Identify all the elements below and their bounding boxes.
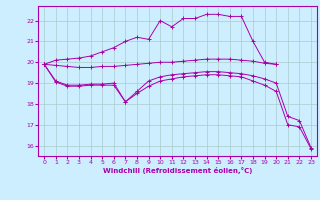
X-axis label: Windchill (Refroidissement éolien,°C): Windchill (Refroidissement éolien,°C) xyxy=(103,167,252,174)
